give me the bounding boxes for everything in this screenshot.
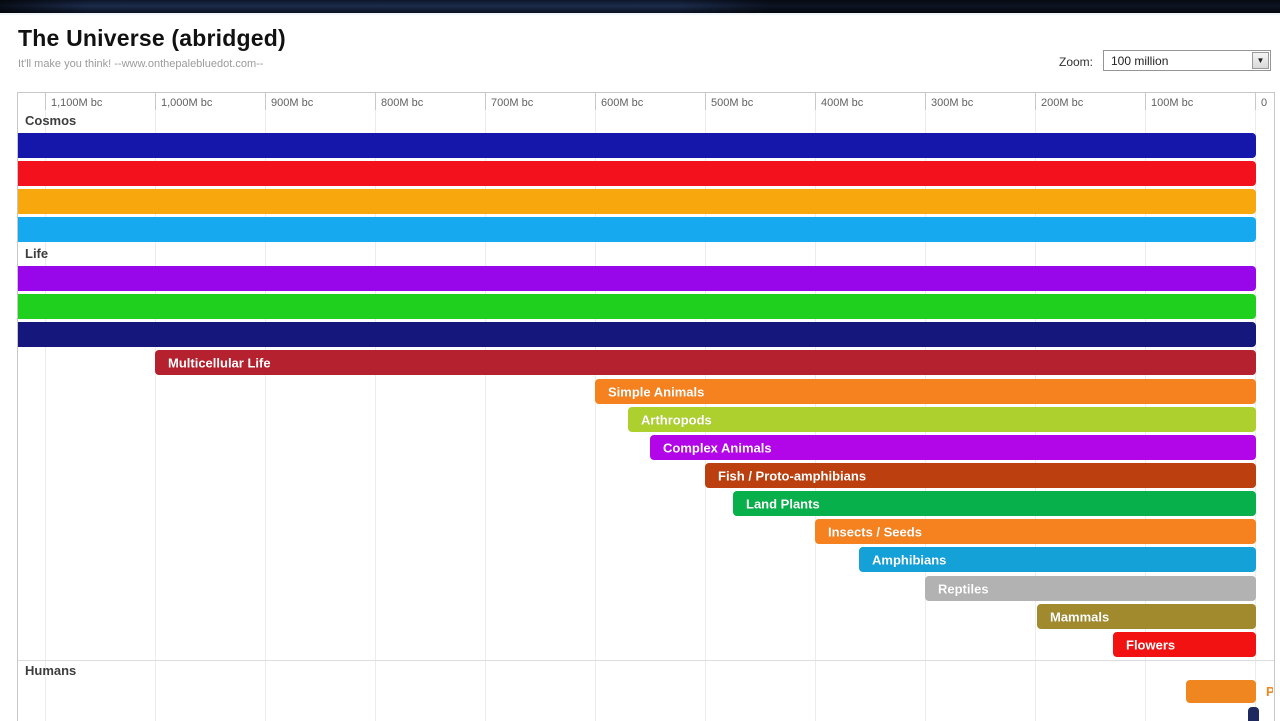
axis-tick [155,93,156,110]
axis-tick [595,93,596,110]
gridline [375,93,376,721]
gridline [155,93,156,721]
timeline-bar[interactable] [1248,707,1259,721]
bar-label: Arthropods [641,412,712,427]
axis-tick-label: 800M bc [381,97,424,109]
axis-tick [1255,93,1256,110]
top-bar [0,0,1280,15]
bar-label: Flowers [1126,637,1176,652]
timeline-chart: 1,100M bc 1,000M bc 900M bc 800M bc 700M bc 6… [17,92,1275,721]
gridline [1255,93,1256,721]
axis-tick-label: 400M bc [821,97,864,109]
timeline-bar[interactable] [18,133,1256,158]
bar-label-clipped: P [1266,684,1273,699]
axis-tick [1035,93,1036,110]
section-label-life: Life [25,246,49,261]
timeline-bar[interactable]: Land Plants [733,491,1256,516]
axis-tick-label: 1,000M bc [161,97,213,109]
timeline-bar[interactable]: Complex Animals [650,435,1256,460]
axis-tick-label: 300M bc [931,97,974,109]
axis-tick [485,93,486,110]
bar-label: Simple Animals [608,384,705,399]
timeline-bar[interactable]: Amphibians [859,547,1256,572]
zoom-label: Zoom: [1059,55,1094,69]
axis-tick-label: 100M bc [1151,97,1194,109]
timeline-bar[interactable]: Simple Animals [595,379,1256,404]
axis-tick-label: 600M bc [601,97,644,109]
bar-label: Reptiles [938,581,989,596]
timeline-bar[interactable]: Reptiles [925,576,1256,601]
section-separator [18,660,1274,661]
timeline-bar[interactable] [1186,680,1256,703]
axis-tick-label: 1,100M bc [51,97,103,109]
section-label-humans: Humans [25,663,77,678]
gridline [45,93,46,721]
zoom-select-value: 100 million [1111,54,1169,68]
timeline-bar[interactable] [18,294,1256,319]
axis-tick-label: 900M bc [271,97,314,109]
axis-tick [925,93,926,110]
timeline-bar[interactable]: Mammals [1037,604,1256,629]
axis-tick-label: 200M bc [1041,97,1084,109]
zoom-select[interactable]: 100 million ▼ [1103,50,1271,71]
bar-label: Insects / Seeds [828,524,922,539]
axis-tick [705,93,706,110]
axis-tick-label: 500M bc [711,97,754,109]
timeline-bar[interactable]: Fish / Proto-amphibians [705,463,1256,488]
timeline-bar[interactable] [18,161,1256,186]
timeline-bar[interactable]: Insects / Seeds [815,519,1256,544]
axis-tick [815,93,816,110]
bar-label: Multicellular Life [168,355,271,370]
timeline-bar[interactable]: Arthropods [628,407,1256,432]
bar-label: Mammals [1050,609,1110,624]
axis-tick [1145,93,1146,110]
axis-tick [265,93,266,110]
bar-label: Fish / Proto-amphibians [718,468,867,483]
axis-tick-label: 0 [1261,97,1268,109]
timeline-bar[interactable]: Flowers [1113,632,1256,657]
bar-label: Complex Animals [663,440,772,455]
gridline [485,93,486,721]
axis-tick-label: 700M bc [491,97,534,109]
timeline-bar[interactable] [18,266,1256,291]
section-label-cosmos: Cosmos [25,113,77,128]
timeline-bar[interactable] [18,322,1256,347]
page-title: The Universe (abridged) [18,25,286,51]
timeline-bar[interactable] [18,217,1256,242]
bar-label: Amphibians [872,552,947,567]
timeline-bar[interactable]: Multicellular Life [155,350,1256,375]
gridline [595,93,596,721]
gridline [265,93,266,721]
bar-label: Land Plants [746,496,820,511]
axis-tick [375,93,376,110]
timeline-bar[interactable] [18,189,1256,214]
caret-down-icon[interactable]: ▼ [1252,52,1269,69]
axis-tick [45,93,46,110]
page-subtitle: It'll make you think! --www.onthepaleblu… [18,58,264,70]
